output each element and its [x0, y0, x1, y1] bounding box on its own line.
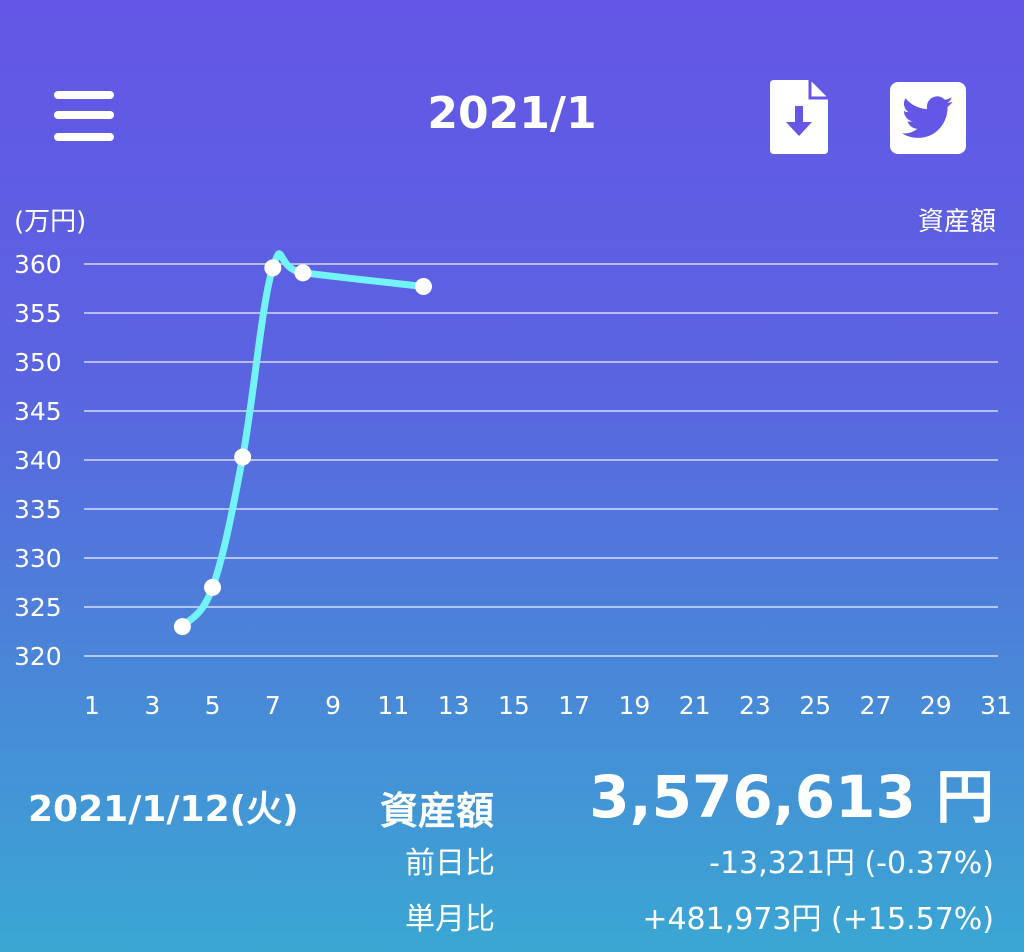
y-tick-label: 335 [14, 495, 62, 524]
asset-value: 3,576,613 円 [589, 763, 994, 831]
y-tick-label: 350 [14, 348, 62, 377]
x-tick-label: 3 [144, 691, 160, 720]
asset-label: 資産額 [380, 789, 495, 833]
x-tick-label: 21 [679, 691, 711, 720]
month-change-value: +481,973円 (+15.57%) [642, 902, 994, 937]
data-point[interactable] [173, 618, 191, 636]
x-tick-label: 31 [980, 691, 1012, 720]
x-tick-label: 5 [205, 691, 221, 720]
x-tick-label: 25 [799, 691, 831, 720]
x-tick-label: 7 [265, 691, 281, 720]
x-tick-label: 13 [438, 691, 470, 720]
y-tick-label: 320 [14, 642, 62, 671]
day-change-label: 前日比 [405, 846, 495, 881]
y-tick-label: 330 [14, 544, 62, 573]
y-tick-label: 340 [14, 446, 62, 475]
x-tick-label: 11 [377, 691, 409, 720]
x-tick-label: 15 [498, 691, 530, 720]
series-line [178, 250, 427, 631]
x-tick-label: 23 [739, 691, 771, 720]
page-title: 2021/1 [427, 88, 597, 139]
twitter-share-button[interactable] [890, 82, 966, 154]
menu-line [54, 111, 114, 119]
x-tick-label: 9 [325, 691, 341, 720]
selected-date: 2021/1/12(火) [28, 789, 299, 830]
header-bar: 2021/1 [0, 0, 1024, 190]
series-label: 資産額 [918, 207, 996, 237]
y-tick-label: 355 [14, 299, 62, 328]
data-point[interactable] [264, 259, 282, 277]
day-change-value: -13,321円 (-0.37%) [709, 846, 994, 881]
data-point[interactable] [294, 264, 312, 282]
y-tick-label: 325 [14, 593, 62, 622]
x-tick-label: 29 [920, 691, 952, 720]
data-point[interactable] [414, 278, 432, 296]
month-change-label: 単月比 [405, 902, 495, 937]
data-point[interactable] [234, 448, 252, 466]
y-axis-unit-label: (万円) [14, 207, 86, 237]
x-tick-label: 1 [84, 691, 100, 720]
file-download-icon[interactable] [770, 80, 828, 154]
x-tick-label: 17 [558, 691, 590, 720]
y-tick-label: 345 [14, 397, 62, 426]
summary-panel: 2021/1/12(火) 資産額 3,576,613 円 前日比 -13,321… [0, 740, 1024, 952]
x-tick-label: 19 [618, 691, 650, 720]
hamburger-menu-icon[interactable] [52, 88, 116, 146]
twitter-bird-icon [902, 96, 954, 138]
data-point[interactable] [204, 578, 222, 596]
y-tick-label: 360 [14, 250, 62, 279]
x-tick-label: 27 [860, 691, 892, 720]
menu-line [54, 133, 114, 141]
menu-line [54, 91, 114, 99]
